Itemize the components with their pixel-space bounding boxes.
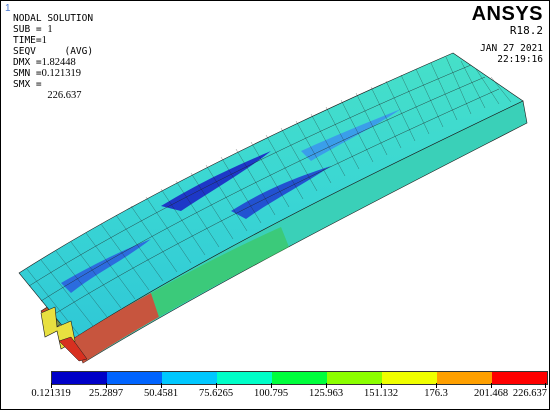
time-row: TIME=1 [13,35,93,46]
legend-label: 25.2897 [88,388,124,399]
legend-label: 50.4581 [143,388,179,399]
version-label: R18.2 [509,24,543,37]
dmx-value: 1.82448 [41,57,76,68]
end-section-red [58,336,88,362]
legend-tick [545,383,546,388]
smx-label: SMX = [13,79,42,90]
legend-tick [271,383,272,388]
smx-value: 226.637 [47,90,82,101]
legend-swatch [327,372,382,384]
smn-label: SMN = [13,68,42,79]
sub-row: SUB = 1 [13,24,93,35]
legend-swatch [492,372,547,384]
dmx-label: DMX = [13,57,42,68]
legend-label: 125.963 [308,388,344,399]
legend-label: 226.637 [512,388,547,399]
smn-row: SMN =0.121319 [13,68,93,79]
sub-value: 1 [47,24,53,35]
low-stress-band-2 [231,166,331,219]
legend-labels: 0.121319 25.2897 50.4581 75.6265 100.795 125.… [1,388,550,402]
result-row: SEQV (AVG) [13,46,94,57]
timestamp-block: JAN 27 2021 22:19:16 [480,43,543,65]
legend-tick [216,383,217,388]
legend-swatch [272,372,327,384]
smx-value-row: 226.637 [13,90,93,101]
legend-tick [326,383,327,388]
solution-title: NODAL SOLUTION [13,13,94,24]
legend-swatch [107,372,162,384]
legend-tick [381,383,382,388]
time-value: 1 [41,35,47,46]
legend-ticks [51,383,546,388]
smn-value: 0.121319 [41,68,81,79]
legend-label: 151.132 [363,388,399,399]
dmx-row: DMX =1.82448 [13,57,93,68]
low-stress-band-3 [61,239,151,293]
legend-swatch [382,372,437,384]
side-plate-front-green [151,227,289,317]
window-number: 1 [5,3,11,14]
legend-label: 100.795 [253,388,289,399]
legend-tick [491,383,492,388]
legend-swatch [52,372,107,384]
legend-swatch [162,372,217,384]
legend-swatch [217,372,272,384]
legend-tick [51,383,52,388]
brand-block: ANSYS R18.2 [472,3,543,37]
mid-stress-band [301,109,401,161]
side-plate-front-edge [73,293,159,363]
time-label: 22:19:16 [497,54,543,65]
color-legend [51,371,548,385]
beam-model-view[interactable] [1,1,549,366]
solution-info-panel: NODAL SOLUTION SUB = 1 TIME=1 SEQV (AVG)… [13,13,93,101]
time-label: TIME= [13,35,42,46]
sub-label: SUB = [13,24,42,35]
legend-label: 75.6265 [198,388,234,399]
legend-tick [436,383,437,388]
ansys-logo: ANSYS [471,3,543,25]
date-label: JAN 27 2021 [480,43,543,54]
longitudinal-lines [28,64,500,316]
legend-tick [161,383,162,388]
smx-row: SMX = [13,79,93,90]
legend-label: 201.468 [473,388,509,399]
legend-label: 176.3 [424,388,448,399]
legend-swatch [437,372,492,384]
legend-tick [106,383,107,388]
mesh-lines [26,56,512,336]
legend-label: 0.121319 [31,388,71,399]
